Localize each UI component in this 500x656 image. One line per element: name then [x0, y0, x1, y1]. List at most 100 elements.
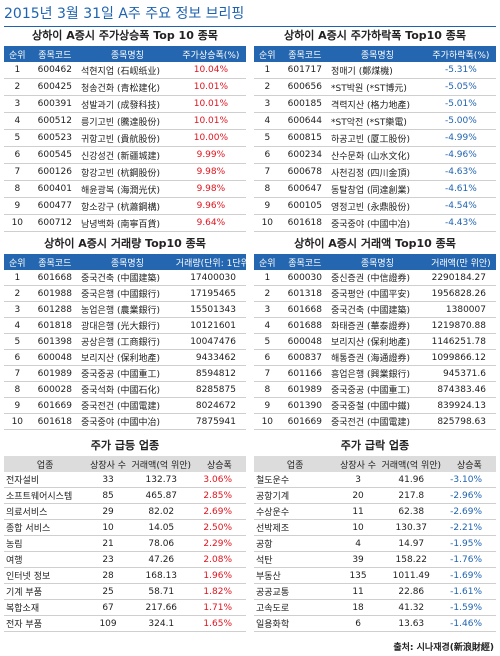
- table-cell: -1.69%: [442, 567, 496, 584]
- table-row: 2 601988 중국은행 (中國銀行) 17195465: [4, 285, 246, 302]
- table-row: 종합 서비스 10 14.05 2.50%: [4, 519, 246, 536]
- table-cell: *ST악전 (*ST樂電): [329, 112, 426, 130]
- table-row: 6 600048 보리지산 (保利地產) 9433462: [4, 349, 246, 366]
- table-block: 상하이 A증시 거래량 Top10 종목 순위 종목코드 종목명칭 거래량(단위: 1단…: [4, 234, 246, 430]
- table-cell: 600391: [30, 95, 79, 113]
- table-cell: 41.96: [379, 472, 443, 488]
- header-cell: 종목코드: [30, 254, 79, 270]
- table-cell: 14.97: [379, 535, 443, 552]
- table-cell: 정매기 (鄭煤機): [329, 62, 426, 79]
- table-cell: 중국중철 (中國中鐵): [329, 397, 426, 414]
- table-cell: 공공교통: [254, 583, 337, 600]
- table-row: 공공교통 11 22.86 -1.61%: [254, 583, 496, 600]
- header-cell: 종목명칭: [329, 254, 426, 270]
- table-cell: 일용화학: [254, 615, 337, 632]
- table-cell: 601818: [30, 317, 79, 334]
- table-cell: 중국중공 (中國重工): [79, 365, 176, 382]
- table-cell: 고속도로: [254, 599, 337, 616]
- table-title: 상하이 A증시 주가하락폭 Top10 종목: [283, 29, 467, 42]
- table-cell: 17195465: [175, 285, 246, 302]
- table-block: 주가 급락 업종 업종 상장사 수 거래액(억 위안) 상승폭 철도운수 3 41.96 -3.…: [254, 436, 496, 632]
- table-cell: 600030: [280, 270, 329, 286]
- table-cell: 67: [86, 599, 130, 616]
- table-cell: 2290184.27: [425, 270, 496, 286]
- table-row: 7 601166 흥업은행 (興業銀行) 945371.6: [254, 365, 496, 382]
- table-row: 10 601669 중국전건 (中國電建) 825798.63: [254, 413, 496, 430]
- table-cell: 공상은행 (工商銀行): [79, 333, 176, 350]
- table-cell: 600523: [30, 129, 79, 147]
- table-cell: 1099866.12: [425, 349, 496, 366]
- table-title: 상하이 A증시 거래량 Top10 종목: [44, 237, 206, 250]
- table-cell: 25: [86, 583, 130, 600]
- table-cell: 2.85%: [192, 487, 246, 504]
- table-cell: 601669: [280, 413, 329, 430]
- table-cell: 기계 부품: [4, 583, 87, 600]
- table-cell: 1380007: [425, 301, 496, 318]
- table-block: 주가 급등 업종 업종 상장사 수 거래액(억 위안) 상승폭 전자설비 33 132.73 3…: [4, 436, 246, 632]
- table-cell: 6: [4, 349, 31, 366]
- page-title: 2015년 3월 31일 A주 주요 정보 브리핑: [4, 3, 496, 27]
- header-cell: 순위: [4, 254, 31, 270]
- table-cell: 3.06%: [192, 472, 246, 488]
- table-cell: 소프트웨어시스템: [4, 487, 87, 504]
- table-row: 9 601669 중국전건 (中國電建) 8024672: [4, 397, 246, 414]
- table-row: 6 600234 산수문화 (山水文化) -4.96%: [254, 146, 496, 164]
- table-cell: 168.13: [129, 567, 193, 584]
- table-cell: 9: [4, 197, 31, 215]
- table-cell: 600048: [280, 333, 329, 350]
- table-cell: 601618: [30, 413, 79, 430]
- table-cell: 3: [336, 472, 380, 488]
- table-row: 1 601668 중국건축 (中國建築) 17400030: [4, 270, 246, 286]
- table-row: 6 600837 해통증권 (海通證券) 1099866.12: [254, 349, 496, 366]
- table-cell: 광대은행 (光大銀行): [79, 317, 176, 334]
- table-cell: 47.26: [129, 551, 193, 568]
- table-cell: 10047476: [175, 333, 246, 350]
- table-row: 철도운수 3 41.96 -3.10%: [254, 472, 496, 488]
- table-cell: 324.1: [129, 615, 193, 632]
- table-cell: 공항기계: [254, 487, 337, 504]
- table-cell: 3: [4, 301, 31, 318]
- table-cell: 600048: [30, 349, 79, 366]
- table-row: 일용화학 6 13.63 -1.46%: [254, 615, 496, 632]
- table-cell: 600028: [30, 381, 79, 398]
- table-row: 4 600512 릉기고빈 (騰達股份) 10.01%: [4, 112, 246, 130]
- table-row: 1 600030 중신증권 (中信證券) 2290184.27: [254, 270, 496, 286]
- table: 업종 상장사 수 거래액(억 위안) 상승폭 철도운수 3 41.96 -3.10% 공항기계 2…: [254, 456, 496, 632]
- table-cell: 석탄: [254, 551, 337, 568]
- table: 순위 종목코드 종목명칭 주가상승폭(%) 1 600462 석현지업 (石岘纸业) 10.0…: [4, 46, 246, 232]
- table-cell: -2.21%: [442, 519, 496, 536]
- table-cell: 10.04%: [175, 62, 246, 79]
- table-cell: 23: [86, 551, 130, 568]
- table-cell: 600712: [30, 214, 79, 232]
- header-cell: 업종: [254, 456, 337, 472]
- table-cell: 9433462: [175, 349, 246, 366]
- table-cell: 중국중야 (中國中冶): [329, 214, 426, 232]
- table-title: 상하이 A증시 주가상승폭 Top 10 종목: [32, 29, 218, 42]
- table-cell: 601989: [30, 365, 79, 382]
- table-cell: 2.50%: [192, 519, 246, 536]
- table-row: 5 600815 하공고빈 (厦工股份) -4.99%: [254, 129, 496, 147]
- table-cell: 5: [4, 333, 31, 350]
- table-cell: -4.54%: [425, 197, 496, 215]
- table-cell: 78.06: [129, 535, 193, 552]
- table-row: 의료서비스 29 82.02 2.69%: [4, 503, 246, 520]
- header-cell: 종목명칭: [79, 254, 176, 270]
- header-cell: 상장사 수: [336, 456, 380, 472]
- table: 순위 종목코드 종목명칭 거래액(만 위안) 1 600030 중신증권 (中信證券) 229…: [254, 254, 496, 430]
- table-cell: 해윤광복 (海潤光伏): [79, 180, 176, 198]
- table-cell: 600105: [280, 197, 329, 215]
- table-cell: 600425: [30, 78, 79, 96]
- table-cell: 7: [4, 163, 31, 181]
- table-cell: 공항: [254, 535, 337, 552]
- table-cell: 산수문화 (山水文化): [329, 146, 426, 164]
- table-cell: 600462: [30, 62, 79, 79]
- table-cell: 29: [86, 503, 130, 520]
- table-row: 수상운수 11 62.38 -2.69%: [254, 503, 496, 520]
- table-row: 10 601618 중국중야 (中國中冶) 7875941: [4, 413, 246, 430]
- table-cell: -5.00%: [425, 112, 496, 130]
- table-cell: 9.98%: [175, 180, 246, 198]
- table-cell: 10.00%: [175, 129, 246, 147]
- table-cell: 8285875: [175, 381, 246, 398]
- table-cell: 7: [4, 365, 31, 382]
